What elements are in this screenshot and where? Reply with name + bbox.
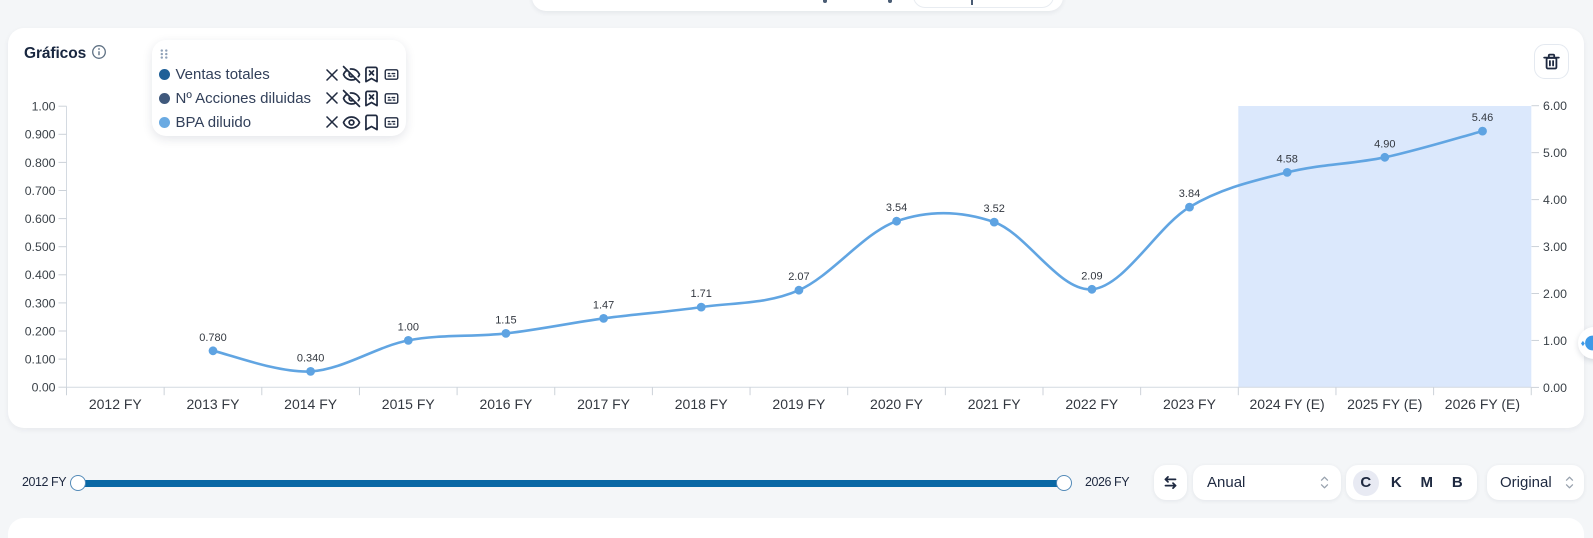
svg-text:0.00: 0.00: [1543, 381, 1567, 395]
svg-text:1.71: 1.71: [690, 288, 711, 300]
svg-text:4.90: 4.90: [1374, 138, 1395, 150]
svg-text:2020 FY: 2020 FY: [870, 396, 924, 412]
svg-text:0.340: 0.340: [297, 352, 325, 364]
svg-text:2017 FY: 2017 FY: [577, 396, 631, 412]
svg-text:3.52: 3.52: [983, 203, 1004, 215]
svg-text:0.300: 0.300: [25, 296, 56, 310]
svg-text:2021 FY: 2021 FY: [968, 396, 1022, 412]
svg-text:0.780: 0.780: [199, 332, 227, 344]
svg-text:2019 FY: 2019 FY: [772, 396, 826, 412]
svg-text:2.07: 2.07: [788, 271, 809, 283]
svg-text:2.09: 2.09: [1081, 270, 1102, 282]
svg-text:0.400: 0.400: [25, 268, 56, 282]
svg-text:3.54: 3.54: [886, 202, 907, 214]
svg-text:3.84: 3.84: [1179, 188, 1200, 200]
svg-text:1.15: 1.15: [495, 314, 516, 326]
svg-text:0.900: 0.900: [25, 128, 56, 142]
svg-text:0.600: 0.600: [25, 212, 56, 226]
svg-text:2016 FY: 2016 FY: [479, 396, 533, 412]
svg-text:4.00: 4.00: [1543, 193, 1567, 207]
svg-text:2.00: 2.00: [1543, 287, 1567, 301]
svg-text:2018 FY: 2018 FY: [675, 396, 729, 412]
svg-text:2012 FY: 2012 FY: [89, 396, 143, 412]
svg-text:5.46: 5.46: [1472, 112, 1493, 124]
svg-text:2026 FY (E): 2026 FY (E): [1445, 396, 1520, 412]
svg-text:0.500: 0.500: [25, 240, 56, 254]
svg-text:3.00: 3.00: [1543, 240, 1567, 254]
svg-text:0.200: 0.200: [25, 324, 56, 338]
svg-text:1.00: 1.00: [1543, 334, 1567, 348]
svg-text:2013 FY: 2013 FY: [187, 396, 241, 412]
svg-text:0.100: 0.100: [25, 353, 56, 367]
svg-text:2024 FY (E): 2024 FY (E): [1250, 396, 1325, 412]
svg-text:0.800: 0.800: [25, 156, 56, 170]
svg-text:0.00: 0.00: [32, 381, 56, 395]
svg-text:6.00: 6.00: [1543, 99, 1567, 113]
svg-text:1.00: 1.00: [398, 321, 419, 333]
svg-text:1.00: 1.00: [32, 100, 56, 114]
svg-text:2025 FY (E): 2025 FY (E): [1347, 396, 1422, 412]
svg-text:5.00: 5.00: [1543, 146, 1567, 160]
svg-text:4.58: 4.58: [1276, 153, 1297, 165]
svg-text:2022 FY: 2022 FY: [1065, 396, 1119, 412]
svg-text:2023 FY: 2023 FY: [1163, 396, 1217, 412]
svg-text:0.700: 0.700: [25, 184, 56, 198]
svg-text:1.47: 1.47: [593, 299, 614, 311]
svg-text:2014 FY: 2014 FY: [284, 396, 338, 412]
svg-text:2015 FY: 2015 FY: [382, 396, 436, 412]
